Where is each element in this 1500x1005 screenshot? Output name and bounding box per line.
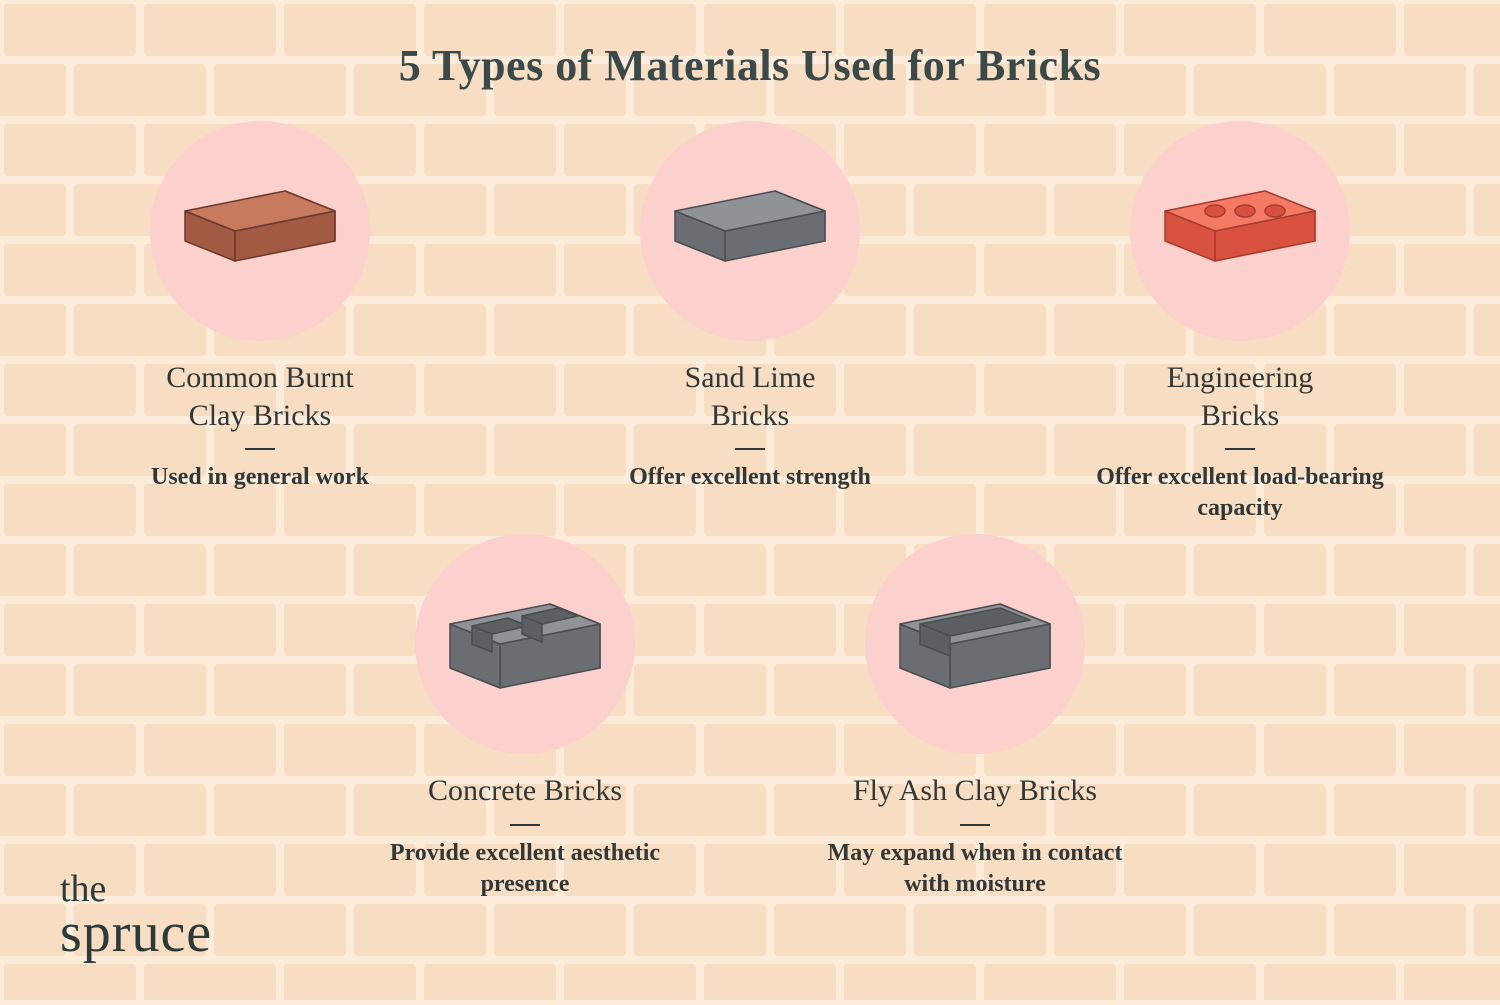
page-title: 5 Types of Materials Used for Bricks [0,40,1500,91]
item-name: EngineeringBricks [1167,359,1314,434]
item-sandlime: Sand LimeBricks Offer excellent strength [590,121,910,524]
divider [245,448,275,450]
divider [960,824,990,826]
circle-bg [150,121,370,341]
circle-bg [640,121,860,341]
item-flyash: Fly Ash Clay Bricks May expand when in c… [815,534,1135,900]
spruce-logo: the spruce [60,871,212,960]
brick-row-2: Concrete Bricks Provide excellent aesthe… [0,534,1500,900]
brick-icon-clay [165,171,355,291]
divider [510,824,540,826]
divider [735,448,765,450]
item-name: Sand LimeBricks [685,359,816,434]
item-desc: May expand when in contact with moisture [815,838,1135,900]
brick-icon-flyash [880,584,1070,704]
circle-bg [415,534,635,754]
item-desc: Offer excellent strength [629,462,871,493]
brick-icon-engineering [1145,171,1335,291]
item-concrete: Concrete Bricks Provide excellent aesthe… [365,534,685,900]
divider [1225,448,1255,450]
item-clay: Common BurntClay Bricks Used in general … [100,121,420,524]
circle-bg [865,534,1085,754]
item-name: Fly Ash Clay Bricks [853,772,1097,810]
brick-icon-concrete [430,584,620,704]
item-desc: Provide excellent aesthetic presence [365,838,685,900]
brick-icon-sandlime [655,171,845,291]
brick-row-1: Common BurntClay Bricks Used in general … [0,121,1500,524]
item-name: Concrete Bricks [428,772,622,810]
circle-bg [1130,121,1350,341]
item-desc: Used in general work [151,462,369,493]
item-name: Common BurntClay Bricks [166,359,354,434]
item-desc: Offer excellent load-bearing capacity [1080,462,1400,524]
logo-line2: spruce [60,907,212,960]
item-engineering: EngineeringBricks Offer excellent load-b… [1080,121,1400,524]
